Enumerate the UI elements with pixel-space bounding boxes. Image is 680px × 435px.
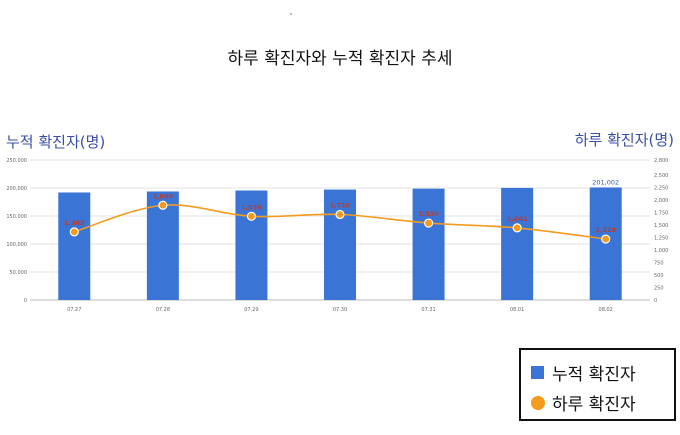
legend-swatch-bar — [531, 366, 544, 379]
bar — [324, 189, 356, 300]
y-tick-left: 0 — [24, 298, 27, 304]
y-tick-right: 2,500 — [654, 173, 668, 179]
point-label: 1,710 — [330, 202, 351, 210]
legend-label-cumulative: 누적 확진자 — [552, 365, 636, 385]
y-tick-right: 1,250 — [654, 236, 668, 242]
bar — [589, 187, 622, 300]
bar-label: 201,002 — [592, 178, 619, 186]
line-point — [601, 234, 611, 244]
line-point — [423, 218, 434, 228]
legend-item-cumulative: 누적 확진자 — [531, 360, 636, 385]
x-tick: 07.27 — [67, 307, 81, 313]
y-tick-right: 500 — [654, 273, 664, 279]
point-label: 1,442 — [507, 215, 528, 223]
y-tick-left: 150,000 — [6, 214, 27, 220]
bar — [501, 187, 534, 300]
point-label: 1,219 — [595, 226, 616, 234]
x-tick: 07.30 — [333, 307, 347, 313]
y-tick-left: 50,000 — [10, 270, 28, 276]
x-tick: 07.29 — [244, 307, 258, 313]
y-tick-right: 250 — [654, 286, 664, 292]
line-point — [512, 223, 522, 233]
line-point — [158, 200, 168, 210]
legend-item-daily: 하루 확진자 — [531, 390, 636, 415]
left-axis-label: 누적 확진자(명) — [6, 133, 106, 151]
y-tick-right: 2,250 — [654, 186, 668, 192]
y-tick-left: 100,000 — [6, 242, 27, 248]
y-tick-right: 2,800 — [654, 158, 668, 164]
x-tick: 07.28 — [156, 307, 170, 313]
legend: 누적 확진자 하루 확진자 — [519, 348, 676, 421]
y-tick-right: 1,750 — [654, 211, 668, 217]
y-tick-right: 0 — [654, 298, 657, 304]
bar — [58, 192, 91, 300]
x-tick: 07.31 — [421, 307, 435, 313]
y-tick-left: 200,000 — [6, 186, 27, 192]
point-label: 1,539 — [418, 210, 439, 218]
bar — [412, 188, 445, 300]
line-point — [69, 227, 79, 237]
point-label: 1,895 — [153, 192, 174, 200]
y-tick-left: 250,000 — [6, 158, 27, 164]
right-axis-label: 하루 확진자(명) — [574, 131, 674, 149]
y-tick-right: 1,500 — [654, 223, 668, 229]
stray-dot — [290, 13, 292, 15]
y-tick-right: 2,000 — [654, 198, 668, 204]
chart-title: 하루 확진자와 누적 확진자 추세 — [227, 49, 453, 69]
point-label: 1,363 — [64, 219, 85, 227]
line-point — [246, 211, 257, 221]
legend-label-daily: 하루 확진자 — [552, 395, 636, 415]
line-point — [335, 209, 345, 220]
y-tick-right: 1,000 — [654, 248, 668, 254]
x-tick: 08.01 — [510, 307, 524, 313]
legend-swatch-line — [531, 395, 545, 410]
x-tick: 08.02 — [599, 307, 613, 313]
y-tick-right: 750 — [654, 261, 664, 267]
point-label: 1,674 — [241, 203, 262, 211]
bar — [235, 190, 268, 300]
